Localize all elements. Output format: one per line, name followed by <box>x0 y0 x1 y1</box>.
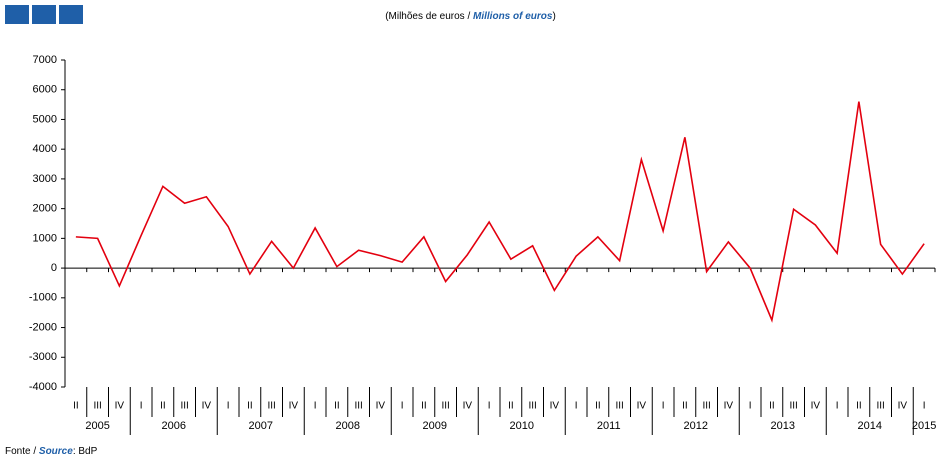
x-tick-label: I <box>749 401 752 412</box>
y-tick-label: 5000 <box>33 113 57 125</box>
x-tick-label: III <box>267 401 275 412</box>
header-block <box>5 5 29 24</box>
year-label: 2005 <box>85 420 109 432</box>
x-tick-label: IV <box>898 401 908 412</box>
x-tick-label: IV <box>637 401 647 412</box>
x-tick-label: II <box>856 401 862 412</box>
x-tick-label: III <box>789 401 797 412</box>
data-line <box>75 101 925 323</box>
x-tick-label: II <box>682 401 688 412</box>
x-tick-label: II <box>160 401 166 412</box>
year-label: 2006 <box>162 420 186 432</box>
x-tick-label: III <box>528 401 536 412</box>
x-tick-label: IV <box>724 401 734 412</box>
x-tick-label: I <box>836 401 839 412</box>
y-tick-label: 2000 <box>33 203 57 215</box>
year-label: 2007 <box>249 420 273 432</box>
x-tick-label: III <box>615 401 623 412</box>
x-tick-label: III <box>702 401 710 412</box>
source-end: : BdP <box>72 446 98 457</box>
subtitle-end: ) <box>552 11 556 22</box>
y-tick-label: -3000 <box>29 351 57 363</box>
header-block <box>59 5 83 24</box>
x-tick-label: I <box>662 401 665 412</box>
y-tick-label: 4000 <box>33 143 57 155</box>
x-tick-label: III <box>180 401 188 412</box>
y-tick-label: 7000 <box>33 54 57 66</box>
y-tick-label: 6000 <box>33 84 57 96</box>
year-label: 2010 <box>510 420 534 432</box>
y-tick-label: -1000 <box>29 292 57 304</box>
x-tick-label: I <box>227 401 230 412</box>
x-tick-label: III <box>441 401 449 412</box>
x-tick-label: IV <box>550 401 560 412</box>
x-tick-label: IV <box>376 401 386 412</box>
y-tick-label: 0 <box>51 262 57 274</box>
y-tick-label: -4000 <box>29 381 57 393</box>
x-tick-label: II <box>421 401 427 412</box>
x-tick-label: II <box>769 401 775 412</box>
source-pt: Fonte / <box>5 446 39 457</box>
x-tick-label: I <box>923 401 926 412</box>
x-tick-label: I <box>401 401 404 412</box>
x-tick-label: II <box>73 401 79 412</box>
x-tick-label: I <box>575 401 578 412</box>
year-label: 2011 <box>597 420 621 432</box>
x-tick-label: III <box>354 401 362 412</box>
x-tick-label: II <box>595 401 601 412</box>
x-tick-label: IV <box>289 401 299 412</box>
subtitle: (Milhões de euros / Millions of euros) <box>0 11 941 22</box>
x-tick-label: I <box>314 401 317 412</box>
year-label: 2013 <box>771 420 795 432</box>
year-label: 2009 <box>423 420 447 432</box>
x-tick-label: II <box>247 401 253 412</box>
header-block <box>32 5 56 24</box>
y-tick-label: 1000 <box>33 232 57 244</box>
year-label: 2014 <box>858 420 882 432</box>
y-tick-label: -2000 <box>29 321 57 333</box>
x-tick-label: IV <box>811 401 821 412</box>
x-tick-label: III <box>93 401 101 412</box>
x-tick-label: I <box>140 401 143 412</box>
y-tick-label: 3000 <box>33 173 57 185</box>
source-en: Source <box>38 446 73 457</box>
x-tick-label: IV <box>115 401 125 412</box>
year-label: 2012 <box>684 420 708 432</box>
source: Fonte / Source: BdP <box>5 446 97 457</box>
subtitle-en: Millions of euros <box>473 11 553 22</box>
subtitle-pt: (Milhões de euros / <box>385 11 474 22</box>
x-tick-label: II <box>334 401 340 412</box>
x-tick-label: III <box>876 401 884 412</box>
x-tick-label: I <box>488 401 491 412</box>
x-tick-label: IV <box>202 401 212 412</box>
year-label: 2015 <box>912 420 936 432</box>
x-tick-label: II <box>508 401 514 412</box>
x-tick-label: IV <box>463 401 473 412</box>
year-label: 2008 <box>336 420 360 432</box>
